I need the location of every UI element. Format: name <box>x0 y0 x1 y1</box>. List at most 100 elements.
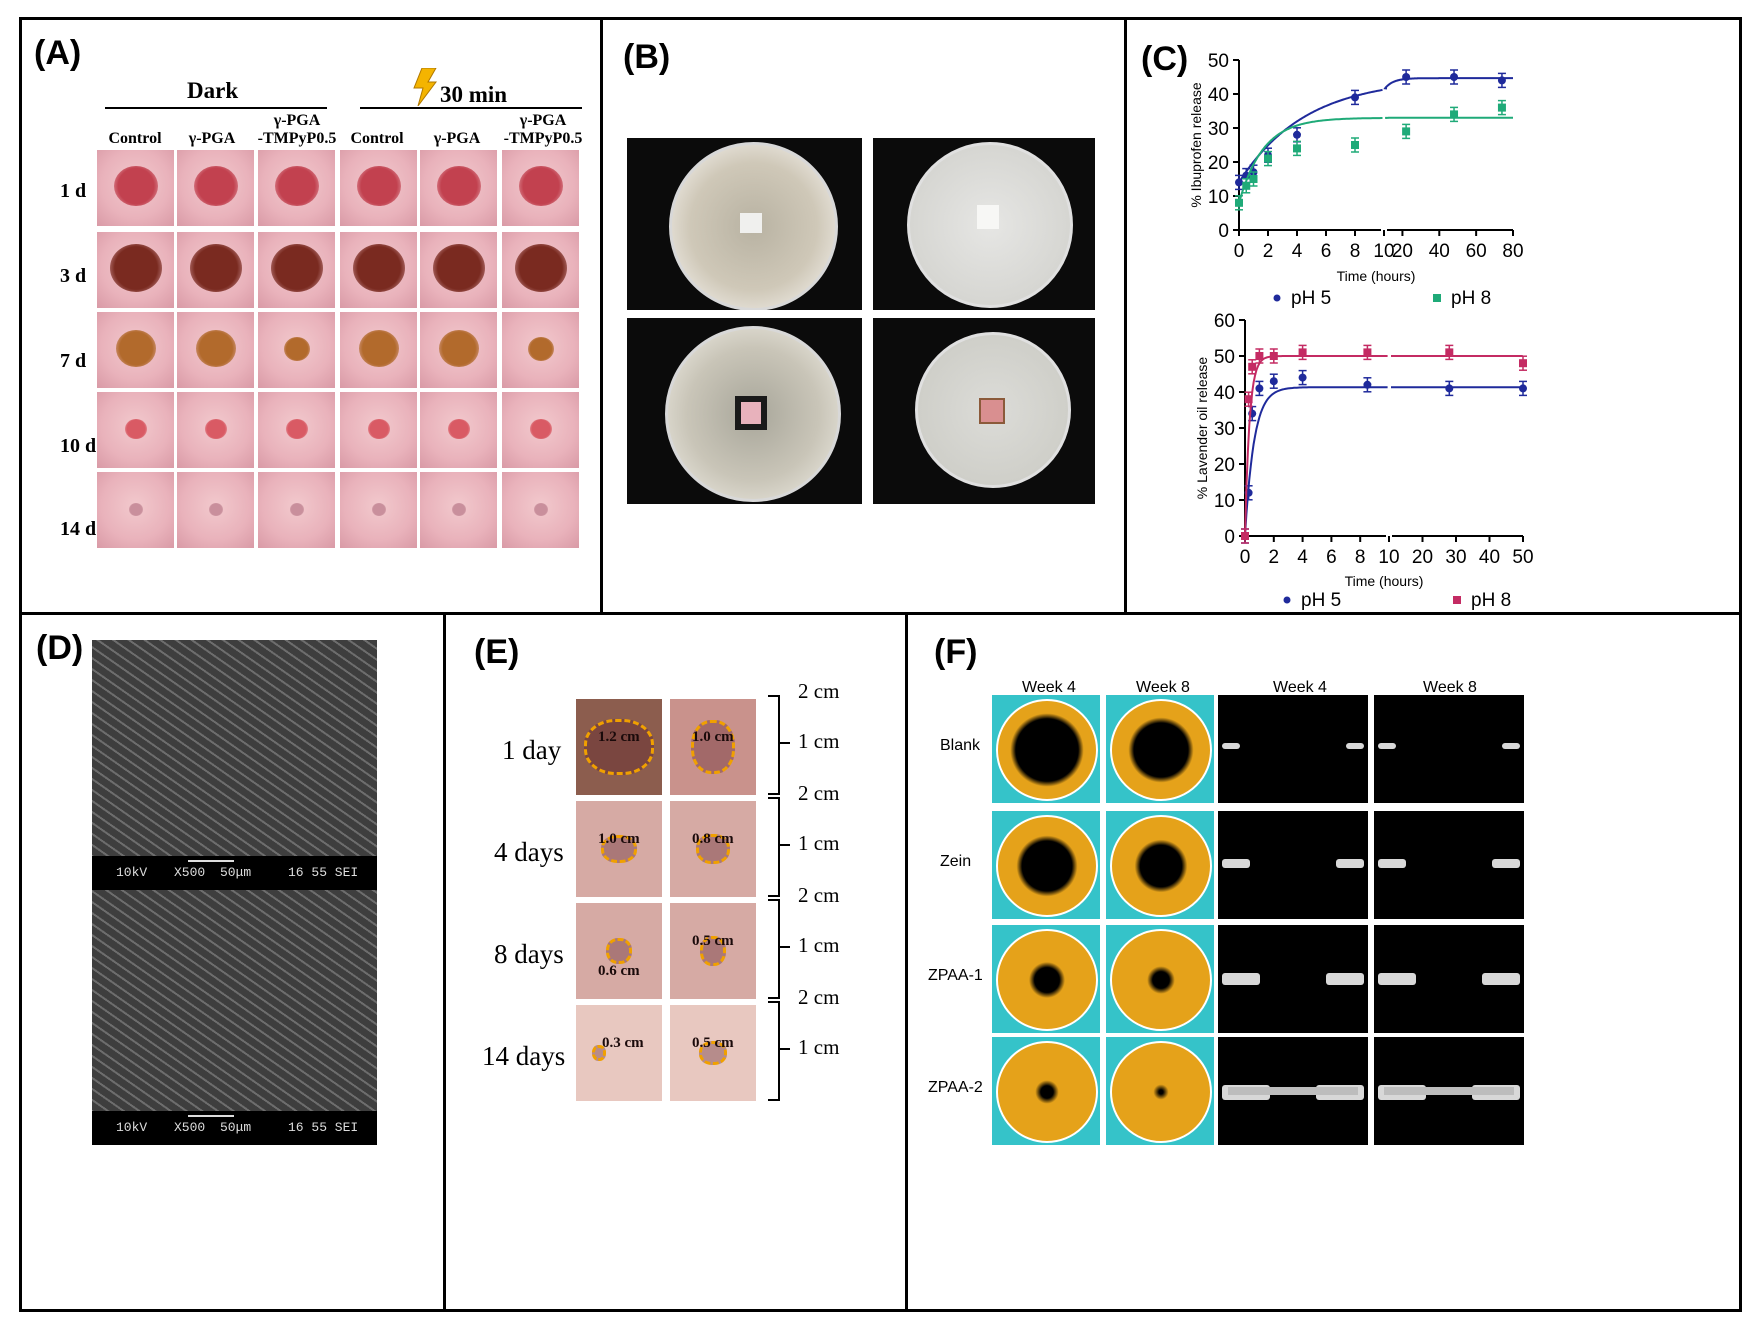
sem-magnification: X500 <box>174 1120 206 1135</box>
bone-fragment <box>1346 743 1364 749</box>
sem-scale-bar <box>188 1115 234 1117</box>
wound-area <box>533 503 548 516</box>
wound-photo <box>420 312 497 388</box>
bone-fragment <box>1378 973 1416 985</box>
data-point <box>1293 130 1301 139</box>
y-tick-label: 10 <box>1214 491 1235 512</box>
data-point <box>1402 73 1411 81</box>
bone-fragment <box>1222 743 1240 749</box>
wound-area <box>352 244 405 292</box>
data-point <box>1363 380 1372 389</box>
micro-ct-topview <box>992 811 1100 919</box>
panel-a-label: (A) <box>34 34 82 72</box>
row-label: 10 d <box>60 435 97 457</box>
scale-label: 2 cm <box>798 883 840 907</box>
series-fit-line <box>1244 355 1523 537</box>
wound-photo: 0.5 cm <box>670 903 756 999</box>
wound-photo <box>420 472 497 548</box>
wound-area <box>436 166 481 207</box>
bone-fragment <box>1492 859 1520 868</box>
wound-area <box>438 330 479 367</box>
sem-info-bar: 10kV X500 50μm 16 55 SEI <box>92 1111 377 1145</box>
data-point <box>1497 76 1506 85</box>
scale-label: 1 cm <box>798 831 840 855</box>
micro-ct-topview <box>992 1037 1100 1145</box>
wound-photo <box>97 472 174 548</box>
wound-outline <box>691 720 735 774</box>
scale-bracket <box>768 797 780 897</box>
x-axis-label: Time (hours) <box>1337 268 1416 284</box>
panel-d-label: (D) <box>36 629 84 667</box>
micro-ct-section <box>1218 811 1368 919</box>
x-tick-label: 40 <box>1429 241 1450 262</box>
wound-area <box>204 419 227 440</box>
wound-area <box>371 503 386 516</box>
wound-area <box>289 503 304 516</box>
scale-midtick <box>780 1048 790 1050</box>
scale-bracket <box>768 1001 780 1101</box>
row-label: ZPAA-1 <box>928 967 983 984</box>
petri-dish-photo <box>627 318 862 504</box>
petri-dish-photo <box>873 138 1095 310</box>
data-point <box>1519 384 1527 393</box>
x-tick-label: 2 <box>1263 241 1274 262</box>
panel-e: (E) 1 day 1.2 cm 1.0 cm 2 cm 1 cm 4 days 1.0 c… <box>443 612 908 1312</box>
sem-voltage: 10kV <box>116 1120 148 1135</box>
legend-label: pH 5 <box>1301 590 1341 611</box>
micro-ct-section <box>1374 811 1524 919</box>
wound-area <box>514 244 567 292</box>
data-point <box>1249 175 1258 183</box>
wound-outline <box>696 834 730 864</box>
x-tick-label: 30 <box>1445 547 1466 568</box>
data-point <box>1235 198 1243 207</box>
micro-ct-topview <box>992 695 1100 803</box>
wound-photo <box>340 472 417 548</box>
panel-a: (A) Dark 30 min Control γ-PGA γ-PGA -TMP… <box>19 17 603 615</box>
data-point <box>1241 532 1249 540</box>
wound-size-annotation: 1.2 cm <box>598 729 640 745</box>
x-tick-label: 20 <box>1392 241 1413 262</box>
micro-ct-section <box>1218 1037 1368 1145</box>
micro-ct-section <box>1218 695 1368 803</box>
scale-label: 1 cm <box>798 933 840 957</box>
defect-circle <box>996 1041 1098 1143</box>
defect-circle <box>1110 929 1212 1031</box>
wound-area <box>270 244 323 292</box>
wound-area <box>367 419 390 440</box>
y-tick-label: 50 <box>1214 347 1235 368</box>
wound-area <box>274 166 319 207</box>
day-label: 14 days <box>482 1041 566 1071</box>
data-point <box>1450 73 1459 81</box>
group-light-rule <box>360 107 582 109</box>
x-tick-label: 40 <box>1479 547 1500 568</box>
legend-label: pH 5 <box>1291 288 1331 309</box>
wound-size-annotation: 0.6 cm <box>598 963 640 979</box>
group-dark-rule <box>105 107 327 109</box>
wound-photo <box>97 312 174 388</box>
micro-ct-topview <box>1106 925 1214 1033</box>
sem-scale-bar <box>188 860 234 862</box>
legend-marker <box>1433 294 1441 302</box>
y-tick-label: 60 <box>1214 311 1235 332</box>
wound-outline <box>606 938 632 964</box>
wound-photo <box>177 472 254 548</box>
wound-photo <box>258 312 335 388</box>
wound-photo: 1.2 cm <box>576 699 662 795</box>
y-tick-label: 20 <box>1214 455 1235 476</box>
sem-id: 16 55 SEI <box>288 865 359 880</box>
row-label: Zein <box>940 853 972 870</box>
x-tick-label: 4 <box>1297 547 1308 568</box>
sem-info-bar: 10kV X500 50μm 16 55 SEI <box>92 856 377 890</box>
sem-scale: 50μm <box>220 865 252 880</box>
wound-area <box>115 330 156 367</box>
wound-photo <box>258 472 335 548</box>
day-label: 1 day <box>502 735 562 765</box>
wound-area <box>447 419 470 440</box>
wound-photo <box>420 232 497 308</box>
data-point <box>1402 127 1411 136</box>
wound-area <box>113 166 158 207</box>
scale-label: 2 cm <box>798 679 840 703</box>
data-point <box>1497 103 1506 112</box>
scale-midtick <box>780 844 790 846</box>
scale-midtick <box>780 946 790 948</box>
